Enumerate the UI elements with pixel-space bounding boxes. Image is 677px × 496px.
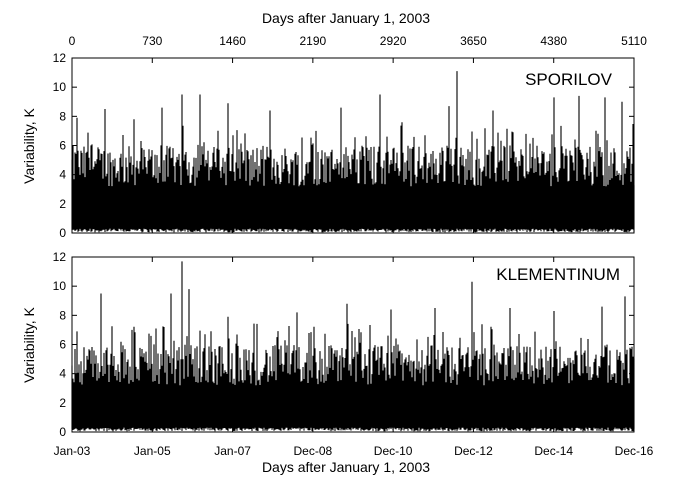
- y-tick-label: 6: [59, 139, 66, 153]
- panel-label-sporilov: SPORILOV: [525, 70, 613, 89]
- y-tick-label: 10: [53, 279, 67, 293]
- y-tick-label: 8: [59, 308, 66, 322]
- bottom-axis-tick-label: Dec-16: [615, 444, 654, 458]
- top-axis-tick-label: 5110: [621, 34, 647, 48]
- y-tick-label: 12: [53, 250, 67, 264]
- panel-label-klementinum: KLEMENTINUM: [496, 265, 620, 284]
- bottom-axis-tick-label: Dec-12: [454, 444, 493, 458]
- top-axis-tick-label: 3650: [460, 34, 487, 48]
- top-axis-tick-label: 1460: [219, 34, 246, 48]
- y-tick-label: 12: [53, 51, 67, 65]
- y-tick-label: 0: [59, 425, 66, 439]
- bottom-axis-tick-label: Jan-07: [214, 444, 251, 458]
- top-axis-tick-label: 2190: [300, 34, 327, 48]
- y-tick-label: 0: [59, 226, 66, 240]
- bottom-axis-title: Days after January 1, 2003: [262, 459, 430, 475]
- y-tick-label: 6: [59, 338, 66, 352]
- bottom-axis-tick-label: Jan-03: [54, 444, 91, 458]
- y-axis-title-klementinum: Variability, K: [21, 306, 37, 382]
- y-tick-label: 2: [59, 197, 66, 211]
- top-axis-title: Days after January 1, 2003: [262, 10, 430, 26]
- y-tick-label: 10: [53, 80, 67, 94]
- top-axis-tick-label: 0: [69, 34, 76, 48]
- bottom-axis-tick-label: Jan-05: [134, 444, 171, 458]
- y-tick-label: 4: [59, 367, 66, 381]
- y-axis-title-sporilov: Variability, K: [21, 107, 37, 183]
- bottom-axis-tick-label: Dec-08: [294, 444, 333, 458]
- y-tick-label: 4: [59, 168, 66, 182]
- bottom-axis-tick-label: Dec-10: [374, 444, 413, 458]
- bottom-axis-tick-label: Dec-14: [534, 444, 573, 458]
- y-tick-label: 8: [59, 109, 66, 123]
- top-axis-tick-label: 4380: [540, 34, 567, 48]
- top-axis-tick-label: 2920: [380, 34, 407, 48]
- top-axis-tick-label: 730: [142, 34, 162, 48]
- y-tick-label: 2: [59, 396, 66, 410]
